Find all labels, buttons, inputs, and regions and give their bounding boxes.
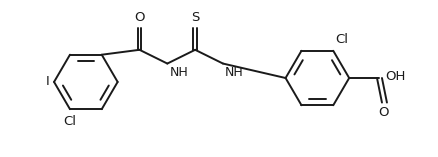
Text: NH: NH [169, 65, 187, 78]
Text: O: O [134, 11, 145, 24]
Text: OH: OH [384, 70, 404, 83]
Text: NH: NH [224, 65, 243, 78]
Text: Cl: Cl [335, 33, 347, 46]
Text: O: O [378, 106, 389, 119]
Text: I: I [45, 75, 49, 88]
Text: Cl: Cl [64, 115, 76, 128]
Text: S: S [191, 11, 199, 24]
